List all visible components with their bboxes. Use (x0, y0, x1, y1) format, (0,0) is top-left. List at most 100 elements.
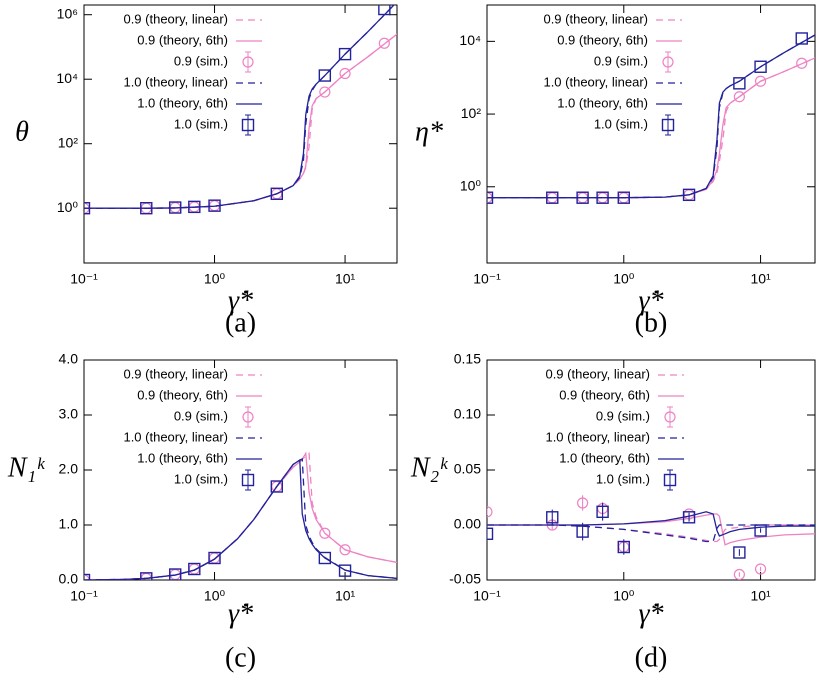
x-tick-label: 10⁰ (204, 271, 226, 287)
square-marker (596, 505, 609, 518)
square-marker (682, 188, 696, 202)
circle-marker (733, 568, 745, 580)
legend-marker (664, 411, 676, 423)
legend-marker (662, 56, 674, 68)
circle-marker (754, 75, 767, 87)
legend-label: 1.0 (sim.) (594, 116, 648, 131)
plot-frame (83, 4, 398, 264)
circle-marker (339, 544, 351, 556)
legend-label: 1.0 (theory, linear) (543, 74, 648, 89)
x-tick-label: 10⁻¹ (473, 271, 501, 287)
square-marker (754, 524, 767, 537)
circle-marker (188, 563, 200, 575)
circle-marker (339, 67, 351, 80)
legend-label: 0.9 (theory, linear) (543, 11, 648, 26)
x-tick-label: 10¹ (750, 588, 771, 604)
legend-label: 0.9 (sim.) (174, 408, 228, 423)
legend-label: 1.0 (theory, linear) (123, 429, 228, 444)
circle-marker (733, 91, 745, 103)
legend-marker (661, 118, 675, 132)
square-marker (682, 511, 696, 524)
square-marker (169, 568, 182, 580)
legend-marker (242, 56, 254, 68)
square-marker (576, 525, 589, 538)
y-tick-label: 4.0 (59, 351, 79, 367)
circle-marker (577, 497, 589, 509)
square-marker (576, 191, 589, 204)
y-tick-label: 0.0 (59, 571, 79, 587)
square-marker (795, 32, 808, 45)
x-tick-label: 10¹ (335, 588, 356, 604)
dashed-line (487, 524, 815, 543)
panel-label: (d) (635, 642, 668, 673)
circle-marker (754, 563, 767, 575)
x-tick-label: 10⁻¹ (70, 588, 98, 604)
legend-label: 0.9 (theory, linear) (545, 366, 650, 381)
panel: 10⁻¹ 10⁰ 10¹ 0.0 1.0 2.0 3.0 4.0 N₁ᵏ γ̇* (c) 0.9 (t… (7, 351, 398, 673)
legend-label: 1.0 (sim.) (174, 471, 228, 486)
square-marker (338, 47, 352, 61)
y-axis-label: N₂ᵏ (410, 452, 448, 483)
panel-label: (c) (225, 642, 256, 673)
x-tick-label: 10⁰ (613, 588, 635, 604)
y-axis-label: θ (15, 116, 29, 147)
x-tick-label: 10⁻¹ (70, 271, 98, 287)
square-marker (208, 551, 221, 565)
legend-label: 1.0 (sim.) (174, 116, 228, 131)
y-tick-label: 0.05 (454, 461, 481, 477)
y-tick-label: 2.0 (59, 461, 79, 477)
square-marker (318, 551, 332, 565)
dashed-line (487, 524, 815, 543)
x-axis-label: γ̇* (228, 598, 253, 629)
solid-line (84, 458, 397, 580)
square-marker (733, 546, 746, 559)
x-tick-label: 10⁰ (613, 271, 635, 287)
legend-label: 0.9 (sim.) (174, 53, 228, 68)
panel-label: (a) (225, 307, 256, 338)
x-tick-label: 10⁻¹ (473, 588, 501, 604)
square-marker (733, 77, 746, 90)
square-marker (617, 191, 630, 204)
square-marker (270, 480, 284, 493)
panel-label: (b) (635, 307, 668, 338)
data-layer (84, 451, 397, 580)
plot-frame (83, 359, 398, 581)
plot-frame (486, 359, 816, 581)
y-tick-label: 3.0 (59, 406, 79, 422)
legend-label: 0.9 (sim.) (596, 408, 650, 423)
y-tick-label: 10⁰ (57, 199, 79, 215)
data-layer (84, 5, 397, 215)
square-marker (487, 527, 494, 540)
panel: 10⁻¹ 10⁰ 10¹ 10⁰ 10² 10⁴ η* γ̇*(b) 0.9 (theory, … (415, 4, 816, 338)
circle-marker (378, 37, 390, 49)
legend-marker (242, 411, 254, 423)
y-tick-label: 10⁴ (56, 70, 78, 86)
square-marker (270, 187, 284, 200)
y-tick-label: 0.15 (454, 351, 481, 367)
legend-label: 1.0 (theory, 6th) (559, 450, 650, 465)
legend-marker (241, 473, 255, 487)
square-marker (140, 202, 153, 215)
x-axis-label: γ̇* (638, 285, 663, 316)
square-marker (188, 562, 201, 576)
legend-marker (663, 473, 677, 487)
panel: 10⁻¹ 10⁰ 10¹ 10⁰ 10² 10⁴ 10⁶ θ γ̇*(a) 0.9 (theory… (15, 4, 398, 338)
square-marker (617, 540, 630, 554)
dashed-line (487, 34, 815, 199)
square-marker (378, 5, 391, 16)
circle-marker (796, 57, 808, 69)
legend-label: 0.9 (theory, 6th) (137, 387, 228, 402)
x-tick-label: 10¹ (335, 271, 356, 287)
y-tick-label: 0.00 (454, 516, 481, 532)
y-tick-label: 10² (58, 134, 79, 150)
data-layer (487, 495, 815, 580)
solid-line (487, 57, 815, 199)
y-tick-label: 0.10 (454, 406, 481, 422)
panel: 10⁻¹ 10⁰ 10¹ -0.05 0.00 0.05 0.10 0.15 N₂ᵏ γ̇* (d)… (410, 351, 816, 673)
y-axis-label: η* (415, 116, 443, 147)
solid-line (84, 451, 397, 580)
legend-label: 0.9 (sim.) (594, 53, 648, 68)
y-tick-label: 10² (461, 105, 482, 121)
legend-label: 0.9 (theory, 6th) (137, 32, 228, 47)
